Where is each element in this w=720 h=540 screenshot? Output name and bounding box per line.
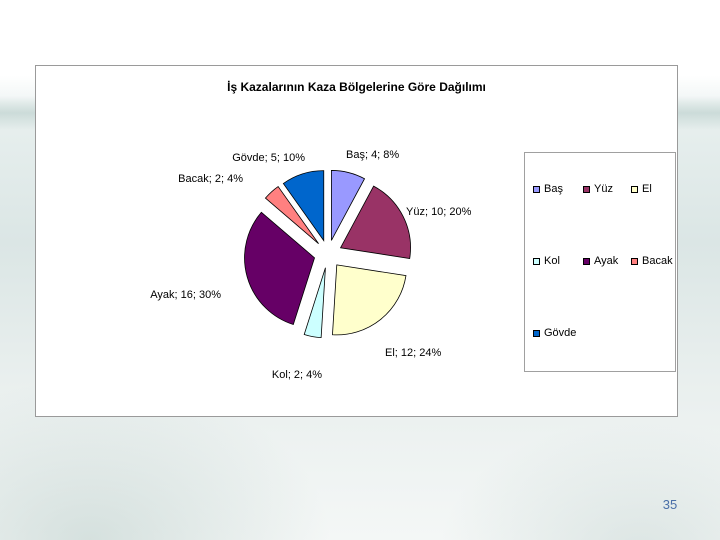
data-label: Yüz; 10; 20% <box>406 206 472 218</box>
legend-swatch <box>533 257 540 265</box>
data-label: Gövde; 5; 10% <box>232 152 305 164</box>
data-label: Baş; 4; 8% <box>346 149 399 161</box>
legend-swatch <box>533 329 540 337</box>
legend-item: Gövde <box>533 327 576 339</box>
legend-label: Baş <box>544 183 563 195</box>
pie-slice-Kol <box>303 267 326 339</box>
chart-title: İş Kazalarının Kaza Bölgelerine Göre Dağ… <box>227 80 486 94</box>
legend-swatch <box>583 257 590 265</box>
legend-swatch <box>583 185 590 193</box>
legend-label: Kol <box>544 255 560 267</box>
pie-slice-El <box>332 264 407 336</box>
pie-slice-Ayak <box>244 211 315 326</box>
legend-label: Bacak <box>642 255 673 267</box>
pie-chart: Baş; 4; 8% Yüz; 10; 20% El; 12; 24% Kol; 2;… <box>150 149 472 381</box>
legend-label: Ayak <box>594 255 619 267</box>
data-label: El; 12; 24% <box>385 347 441 359</box>
legend-swatch <box>631 185 638 193</box>
pie-slice-Yüz <box>339 185 411 259</box>
pie-slice-Baş <box>331 170 366 241</box>
pie-slice-Gövde <box>282 170 325 242</box>
data-label: Kol; 2; 4% <box>272 369 322 381</box>
legend-swatch <box>631 257 638 265</box>
data-label: Ayak; 16; 30% <box>150 289 221 301</box>
chart-area: İş Kazalarının Kaza Bölgelerine Göre Dağ… <box>35 65 678 417</box>
chart-legend: Baş Yüz El Kol Ayak Bacak Gövde <box>524 152 676 372</box>
pie-slice-Bacak <box>264 185 319 244</box>
data-label: Bacak; 2; 4% <box>178 173 243 185</box>
legend-item: Ayak <box>583 255 618 267</box>
page-number: 35 <box>662 497 678 512</box>
legend-item: Kol <box>533 255 560 267</box>
legend-item: El <box>631 183 652 195</box>
legend-label: El <box>642 183 652 195</box>
legend-item: Bacak <box>631 255 673 267</box>
legend-label: Gövde <box>544 327 577 339</box>
legend-swatch <box>533 185 540 193</box>
legend-item: Baş <box>533 183 563 195</box>
legend-label: Yüz <box>594 183 613 195</box>
legend-item: Yüz <box>583 183 613 195</box>
